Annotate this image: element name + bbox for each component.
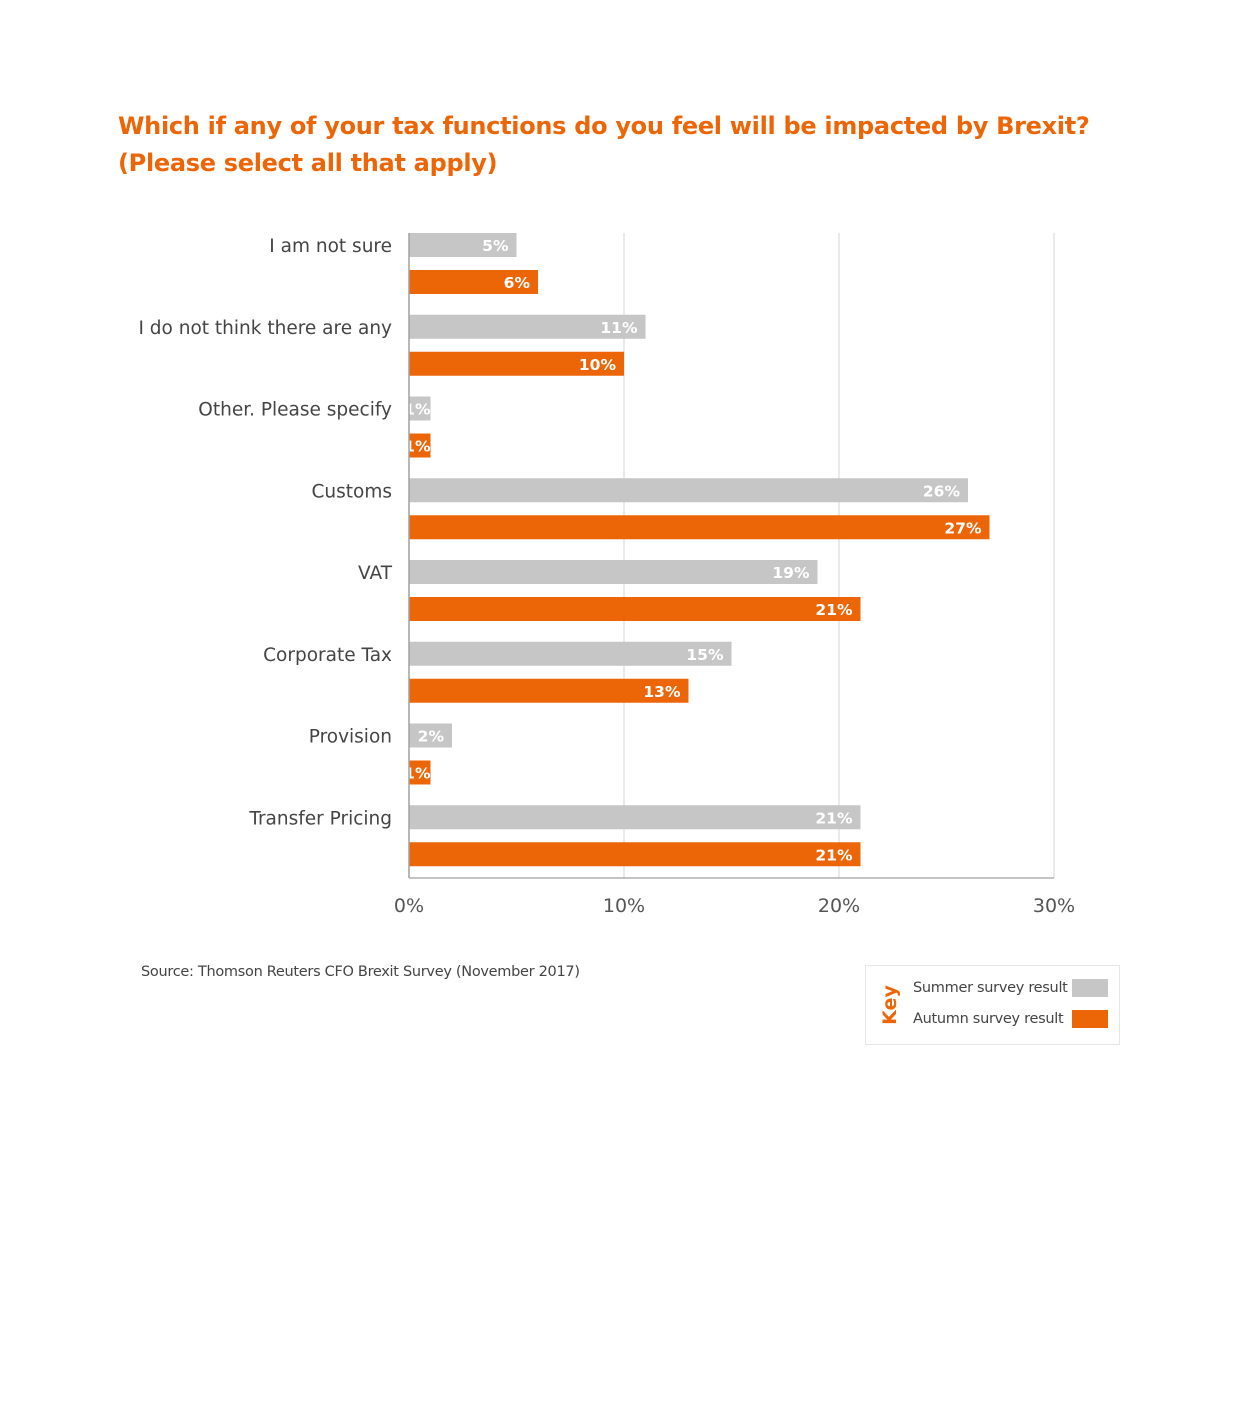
category-label: Other. Please specify bbox=[198, 400, 392, 421]
legend-label-summer: Summer survey result bbox=[913, 980, 1068, 996]
source-note: Source: Thomson Reuters CFO Brexit Surve… bbox=[141, 964, 580, 980]
data-label: 26% bbox=[923, 482, 961, 500]
bar-autumn bbox=[409, 678, 689, 703]
chart-title-line-2: (Please select all that apply) bbox=[118, 149, 498, 177]
x-tick-label: 20% bbox=[818, 895, 860, 917]
data-label: 27% bbox=[944, 519, 982, 537]
bar-chart: 0% 10% 20% 30% I am not sure 5% 6% I do not thi… bbox=[138, 233, 1075, 917]
legend-swatch-autumn bbox=[1072, 1010, 1108, 1028]
bar-summer bbox=[409, 560, 818, 584]
x-tick-label: 0% bbox=[394, 895, 424, 917]
bar-summer bbox=[409, 233, 517, 257]
bar-summer bbox=[409, 314, 646, 339]
bar-summer bbox=[409, 805, 861, 830]
bar-autumn bbox=[409, 597, 861, 621]
x-tick-label: 30% bbox=[1033, 895, 1075, 917]
data-label: 6% bbox=[504, 274, 531, 292]
x-tick-label: 10% bbox=[603, 895, 645, 917]
data-label: 15% bbox=[686, 646, 724, 664]
bar-summer bbox=[409, 641, 732, 666]
bar-autumn bbox=[409, 842, 861, 867]
category-label: Customs bbox=[311, 481, 392, 502]
bar-autumn bbox=[409, 270, 538, 294]
data-label: 13% bbox=[643, 683, 681, 701]
legend: Key Summer survey result Autumn survey r… bbox=[865, 965, 1120, 1045]
bar-summer bbox=[409, 478, 968, 503]
legend-title: Key bbox=[878, 985, 901, 1025]
legend-swatch-summer bbox=[1072, 979, 1108, 997]
data-label: 21% bbox=[815, 809, 853, 827]
category-label: Corporate Tax bbox=[263, 645, 392, 666]
category-label: I am not sure bbox=[269, 236, 392, 257]
bar-summer bbox=[409, 396, 431, 421]
bar-summer bbox=[409, 723, 452, 748]
bar-autumn bbox=[409, 760, 431, 785]
data-label: 2% bbox=[418, 728, 445, 746]
data-label: 1% bbox=[404, 765, 431, 783]
bar-autumn bbox=[409, 515, 990, 540]
category-label: I do not think there are any bbox=[138, 318, 392, 339]
data-label: 1% bbox=[404, 401, 431, 419]
bar-autumn bbox=[409, 433, 431, 458]
bar-autumn bbox=[409, 351, 624, 376]
chart-title-line-1: Which if any of your tax functions do yo… bbox=[118, 112, 1090, 140]
data-label: 21% bbox=[815, 846, 853, 864]
data-label: 10% bbox=[579, 356, 617, 374]
data-label: 19% bbox=[772, 564, 810, 582]
category-label: Transfer Pricing bbox=[248, 808, 392, 829]
data-label: 21% bbox=[815, 601, 853, 619]
legend-label-autumn: Autumn survey result bbox=[913, 1011, 1064, 1027]
data-label: 5% bbox=[482, 237, 509, 255]
data-label: 11% bbox=[600, 319, 638, 337]
category-label: VAT bbox=[358, 563, 393, 584]
chart-title: Which if any of your tax functions do yo… bbox=[118, 108, 1090, 182]
data-label: 1% bbox=[404, 438, 431, 456]
category-label: Provision bbox=[309, 727, 392, 748]
